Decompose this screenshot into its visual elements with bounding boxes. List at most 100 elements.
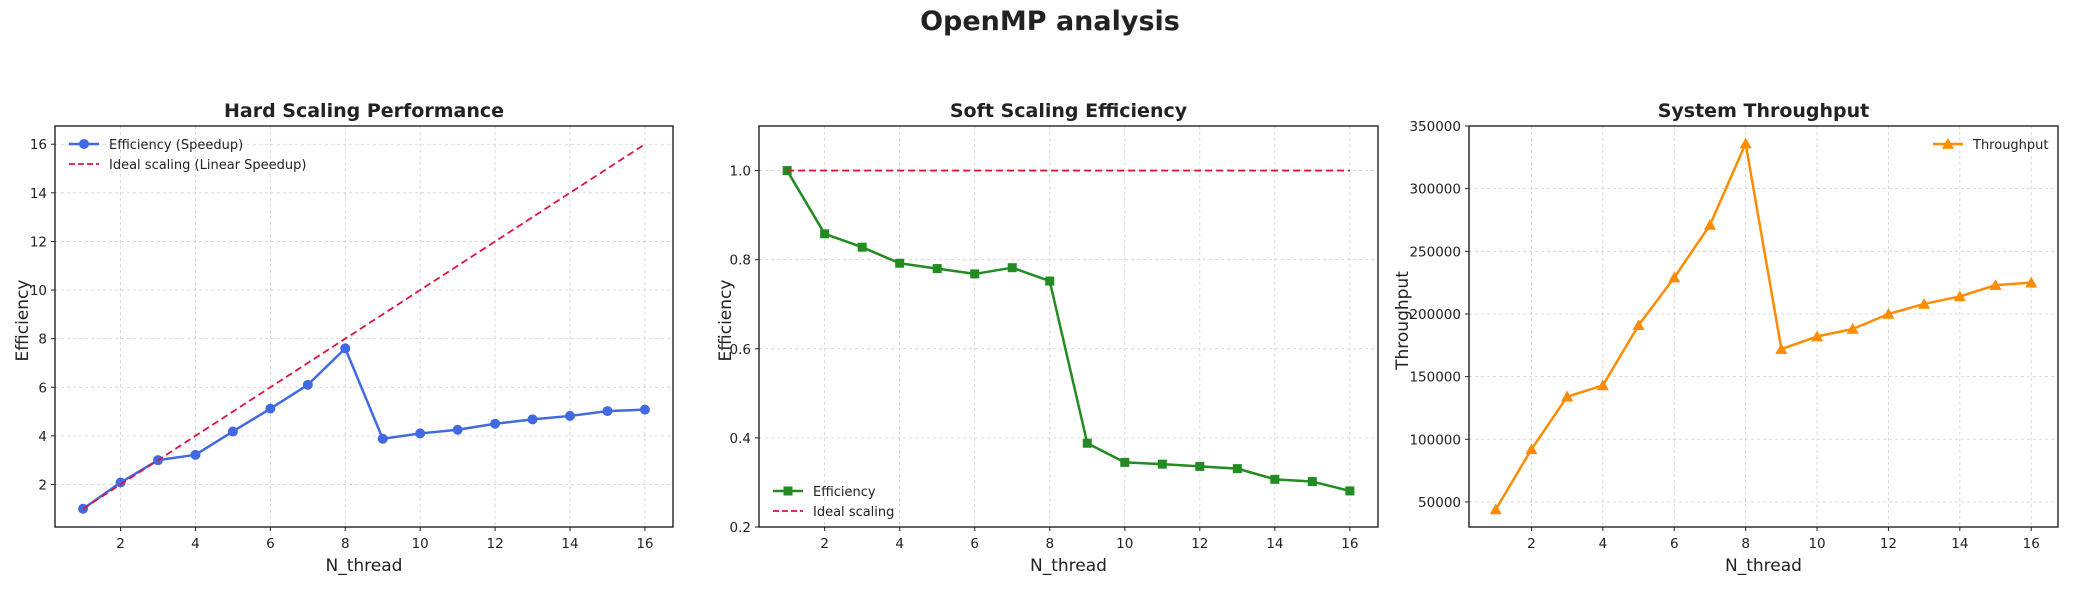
y-tick-label: 14: [30, 186, 47, 202]
y-tick-label: 350000: [1409, 119, 1461, 135]
x-tick-label: 8: [1741, 536, 1750, 552]
legend: Throughput: [1933, 138, 2049, 153]
data-point: [190, 449, 201, 460]
y-tick-label: 50000: [1418, 495, 1461, 511]
data-point: [115, 477, 126, 488]
data-point: [1882, 307, 1895, 319]
y-tick-label: 4: [38, 429, 47, 445]
data-point: [415, 428, 426, 439]
data-point: [639, 404, 650, 415]
y-axis-label: Efficiency: [13, 280, 33, 362]
y-tick-label: 8: [38, 332, 47, 348]
x-tick-label: 12: [486, 536, 503, 552]
data-point: [452, 424, 463, 435]
x-tick-label: 6: [266, 536, 275, 552]
data-point: [1596, 379, 1609, 391]
x-tick-label: 2: [1527, 536, 1536, 552]
data-point: [1703, 218, 1716, 230]
data-point: [490, 418, 501, 429]
chart-3: 2 4 6 8 10 12 14 16 50000 100000 150000 200000 25000…: [1393, 100, 2059, 576]
x-tick-label: 2: [116, 536, 125, 552]
y-tick-label: 0.8: [730, 253, 751, 269]
data-point: [2025, 276, 2038, 288]
data-point: [1811, 330, 1824, 342]
x-tick-label: 4: [1599, 536, 1608, 552]
chart-title: Hard Scaling Performance: [224, 100, 504, 122]
legend-label: Efficiency: [813, 485, 876, 500]
x-axis-label: N_thread: [1725, 556, 1802, 576]
x-tick-label: 6: [1670, 536, 1679, 552]
legend-label: Ideal scaling: [813, 505, 894, 520]
series-line-1: [1494, 142, 2032, 511]
x-tick-label: 4: [895, 536, 904, 552]
data-point: [1082, 438, 1092, 448]
y-tick-label: 10: [30, 283, 47, 299]
series-line-2: [82, 143, 646, 510]
x-tick-label: 8: [1045, 536, 1054, 552]
data-point: [302, 379, 313, 390]
figure-title: OpenMP analysis: [920, 6, 1180, 37]
legend-marker: [1942, 138, 1954, 149]
y-tick-label: 150000: [1409, 370, 1461, 386]
data-point: [1632, 319, 1645, 331]
legend-marker: [79, 139, 89, 149]
data-point: [970, 269, 980, 279]
data-point: [932, 264, 942, 274]
y-tick-label: 16: [30, 137, 47, 153]
data-point: [1918, 297, 1931, 309]
data-point: [1007, 263, 1017, 273]
x-tick-label: 10: [1116, 536, 1133, 552]
x-tick-label: 14: [561, 536, 578, 552]
legend-label: Efficiency (Speedup): [109, 138, 243, 153]
data-point: [1846, 323, 1859, 334]
y-tick-label: 100000: [1409, 432, 1461, 448]
series-line-1: [82, 347, 645, 510]
legend: Efficiency Ideal scaling: [773, 485, 894, 520]
x-tick-label: 16: [2023, 536, 2040, 552]
y-axis-label: Throughput: [1393, 271, 1413, 371]
x-tick-label: 6: [970, 536, 979, 552]
x-tick-label: 12: [1191, 536, 1208, 552]
data-point: [1345, 486, 1355, 496]
plot-frame: [1468, 125, 2059, 528]
data-point: [1739, 137, 1752, 149]
data-point: [820, 229, 830, 239]
data-point: [1489, 503, 1502, 515]
x-tick-label: 10: [412, 536, 429, 552]
y-tick-label: 6: [38, 380, 47, 396]
data-point: [377, 433, 388, 444]
chart-2: 2 4 6 8 10 12 14 16 0.2 0.4 0.6 0.8 1.0 Soft Scaling …: [716, 100, 1379, 576]
x-tick-label: 2: [820, 536, 829, 552]
legend: Efficiency (Speedup) Ideal scaling (Linea…: [69, 138, 306, 173]
chart-title: Soft Scaling Efficiency: [950, 100, 1188, 122]
y-tick-label: 200000: [1409, 307, 1461, 323]
legend-label: Ideal scaling (Linear Speedup): [109, 158, 306, 173]
y-tick-label: 12: [30, 234, 47, 250]
chart-title: System Throughput: [1658, 100, 1870, 122]
data-point: [1195, 461, 1205, 471]
data-point: [1775, 343, 1788, 354]
y-tick-label: 0.4: [730, 431, 751, 447]
data-point: [1561, 390, 1574, 402]
data-point: [857, 242, 867, 252]
x-tick-label: 12: [1880, 536, 1897, 552]
y-tick-label: 250000: [1409, 244, 1461, 260]
data-point: [602, 406, 613, 417]
data-point: [227, 426, 238, 437]
y-tick-label: 0.6: [730, 342, 751, 358]
data-point: [1668, 271, 1681, 283]
data-point: [1232, 464, 1242, 474]
data-point: [527, 414, 538, 425]
y-tick-label: 0.2: [730, 520, 751, 536]
data-point: [1120, 457, 1130, 467]
x-axis-label: N_thread: [326, 556, 403, 576]
legend-marker: [783, 486, 793, 496]
data-point: [1307, 477, 1317, 487]
x-tick-label: 14: [1951, 536, 1968, 552]
data-point: [1989, 279, 2002, 290]
y-tick-label: 2: [38, 477, 47, 493]
data-point: [340, 343, 351, 354]
y-tick-label: 1.0: [730, 164, 751, 180]
